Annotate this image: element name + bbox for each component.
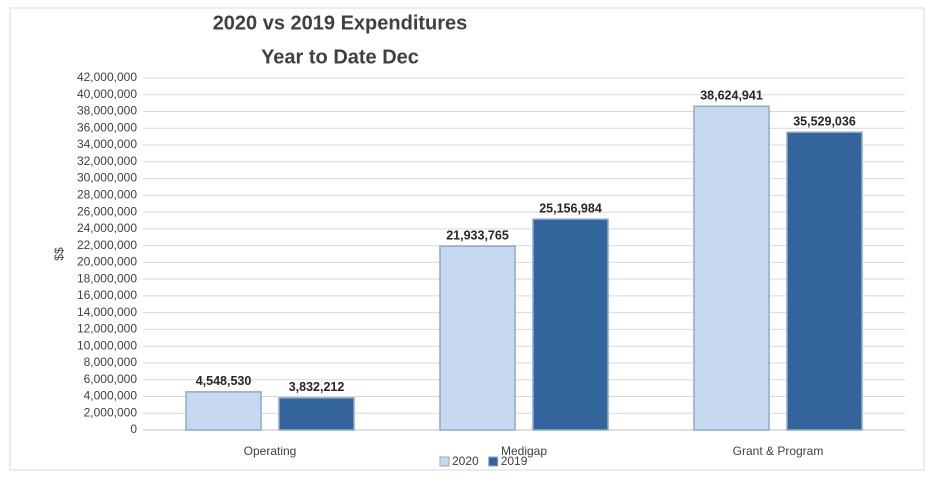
- y-tick-label: 6,000,000: [84, 372, 138, 386]
- chart-title: 2020 vs 2019 Expenditures: [213, 12, 468, 34]
- y-tick-label: 20,000,000: [77, 255, 137, 269]
- y-tick-label: 18,000,000: [77, 271, 137, 285]
- x-tick-label: Operating: [244, 444, 297, 458]
- value-label: 21,933,765: [446, 228, 509, 242]
- y-tick-label: 42,000,000: [77, 70, 137, 84]
- y-tick-label: 12,000,000: [77, 322, 137, 336]
- value-label: 38,624,941: [700, 89, 763, 103]
- y-tick-label: 8,000,000: [84, 355, 138, 369]
- y-tick-label: 26,000,000: [77, 204, 137, 218]
- y-tick-label: 22,000,000: [77, 238, 137, 252]
- bar: [278, 397, 355, 431]
- y-tick-label: 32,000,000: [77, 154, 137, 168]
- legend-label: 2020: [452, 454, 479, 468]
- y-tick-label: 0: [130, 422, 137, 436]
- y-tick-label: 14,000,000: [77, 305, 137, 319]
- legend-swatch: [439, 456, 450, 467]
- legend-label: 2019: [501, 454, 528, 468]
- value-label: 4,548,530: [196, 374, 252, 388]
- y-tick-label: 34,000,000: [77, 137, 137, 151]
- value-label: 25,156,984: [539, 201, 602, 215]
- value-label: 35,529,036: [793, 115, 856, 129]
- y-tick-label: 10,000,000: [77, 338, 137, 352]
- bar: [693, 105, 770, 431]
- y-tick-label: 24,000,000: [77, 221, 137, 235]
- bar: [786, 131, 863, 431]
- y-tick-label: 28,000,000: [77, 188, 137, 202]
- value-label: 3,832,212: [289, 380, 345, 394]
- y-tick-label: 30,000,000: [77, 171, 137, 185]
- y-tick-label: 16,000,000: [77, 288, 137, 302]
- legend-swatch: [488, 456, 499, 467]
- bar: [439, 245, 516, 431]
- x-tick-label: Grant & Program: [733, 444, 824, 458]
- x-tick-label: Medigap: [501, 444, 547, 458]
- y-tick-label: 38,000,000: [77, 104, 137, 118]
- chart-subtitle: Year to Date Dec: [261, 46, 419, 68]
- y-tick-label: 4,000,000: [84, 389, 138, 403]
- y-axis-label: $$: [52, 247, 66, 261]
- y-tick-label: 40,000,000: [77, 87, 137, 101]
- bar: [532, 218, 609, 431]
- y-tick-label: 36,000,000: [77, 120, 137, 134]
- y-tick-label: 2,000,000: [84, 405, 138, 419]
- bar: [185, 391, 262, 431]
